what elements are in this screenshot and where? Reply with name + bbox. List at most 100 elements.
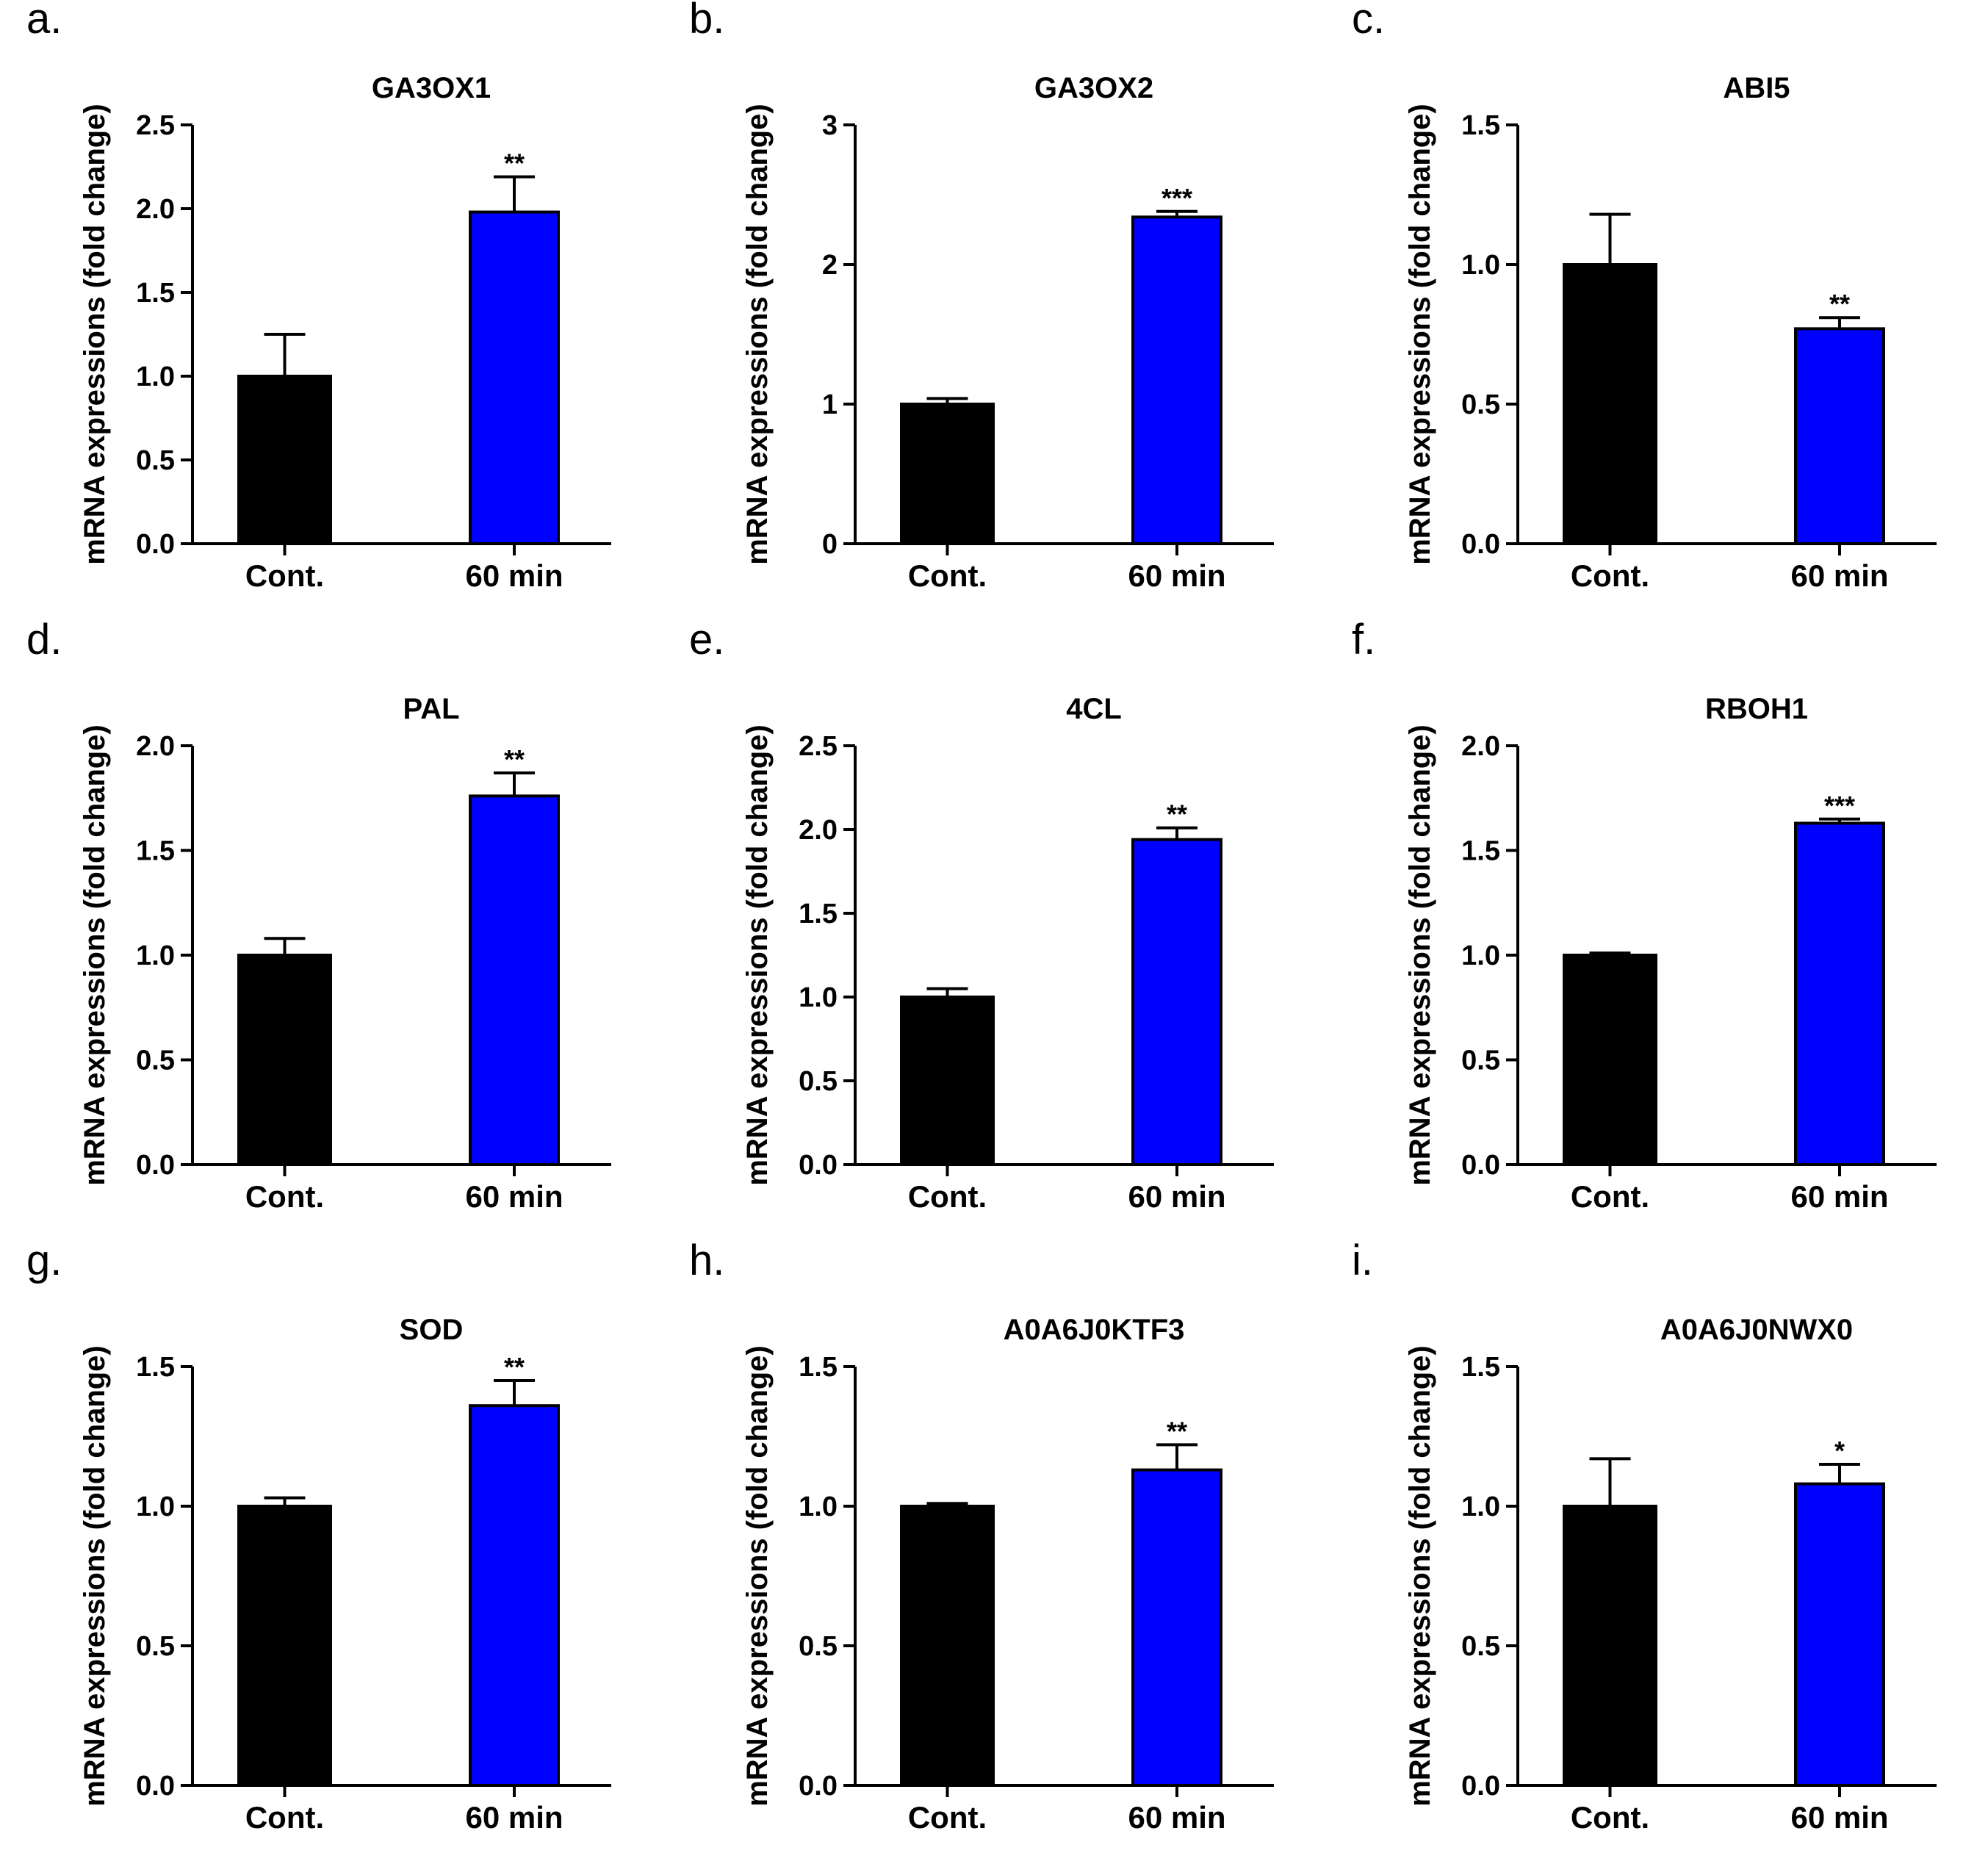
bar-control [900,996,995,1166]
y-tick-label: 0.0 [136,1150,175,1181]
bar-chart: 4CL mRNA expressions (fold change) 0.0 0.5 1… [741,693,1274,1214]
x-category-label: 60 min [465,558,563,593]
bar-control [237,954,332,1166]
y-axis-label: mRNA expressions (fold change) [79,1345,111,1807]
panel-letter: f. [1352,616,1376,663]
y-tick-label: 3 [822,110,838,141]
y-axis-label: mRNA expressions (fold change) [1404,1345,1436,1807]
y-axis-label: mRNA expressions (fold change) [1404,104,1436,565]
y-tick-label: 0.0 [136,529,175,560]
chart-panel: h. A0A6J0KTF3 mRNA expressions (fold chang… [663,1237,1325,1863]
bar-chart: GA3OX1 mRNA expressions (fold change) 0.0 0… [79,72,611,593]
significance-marker: *** [1162,183,1192,213]
chart-title: PAL [403,693,459,725]
x-category-label: Cont. [1571,1800,1649,1835]
bar-chart: A0A6J0KTF3 mRNA expressions (fold change)… [741,1314,1274,1835]
y-axis-label: mRNA expressions (fold change) [741,104,774,565]
chart-title: RBOH1 [1705,693,1808,725]
bar-control [900,403,995,545]
y-tick-label: 0.5 [136,445,175,476]
panel-letter: h. [689,1237,725,1284]
chart-title: 4CL [1066,693,1122,725]
chart-title: SOD [400,1314,464,1346]
chart-panel: g. SOD mRNA expressions (fold change) 0.0 0.… [0,1237,663,1863]
bar-control [237,1505,332,1787]
x-category-label: Cont. [245,558,324,593]
x-category-label: Cont. [245,1800,324,1835]
x-category-label: Cont. [1571,558,1649,593]
bar-control [237,375,332,545]
x-category-label: 60 min [465,1179,563,1214]
y-tick-label: 2 [822,250,838,281]
significance-marker: ** [1167,1416,1187,1446]
chart-title: A0A6J0NWX0 [1660,1314,1853,1346]
chart-panel: c. ABI5 mRNA expressions (fold change) 0.0 0… [1325,0,1988,621]
x-category-label: 60 min [1790,558,1888,593]
bar-control [1563,263,1657,545]
bar-60min [1794,327,1885,545]
significance-marker: ** [504,1352,525,1382]
y-tick-label: 1.5 [1461,110,1500,141]
y-tick-label: 0.5 [799,1066,838,1097]
bar-60min [1794,1482,1885,1787]
y-tick-label: 0.0 [136,1771,175,1802]
y-tick-label: 1 [822,389,838,420]
bar-60min [469,1404,560,1787]
x-category-label: 60 min [1790,1179,1888,1214]
significance-marker: ** [504,744,525,774]
y-tick-label: 0.5 [799,1631,838,1662]
y-tick-label: 1.5 [136,836,175,867]
y-tick-label: 1.5 [136,1352,175,1383]
panel-letter: e. [689,616,725,663]
y-axis-label: mRNA expressions (fold change) [741,724,774,1186]
bar-chart: PAL mRNA expressions (fold change) 0.0 0.5 1… [79,693,611,1214]
x-category-label: 60 min [1790,1800,1888,1835]
y-tick-label: 0.0 [799,1771,838,1802]
panel-letter: b. [689,0,725,43]
y-tick-label: 0.0 [799,1150,838,1181]
y-tick-label: 0.5 [1461,389,1500,420]
panel-letter: d. [26,616,62,663]
y-axis-label: mRNA expressions (fold change) [1404,724,1436,1186]
y-tick-label: 0.0 [1461,1150,1500,1181]
y-tick-label: 1.0 [136,361,175,392]
y-tick-label: 2.0 [136,194,175,225]
bar-60min [1131,215,1222,545]
y-tick-label: 2.0 [136,731,175,762]
chart-panel: a. GA3OX1 mRNA expressions (fold change) 0.… [0,0,663,621]
y-tick-label: 0.5 [1461,1046,1500,1076]
y-axis-label: mRNA expressions (fold change) [741,1345,774,1807]
y-tick-label: 0.5 [136,1046,175,1076]
x-category-label: Cont. [908,1800,987,1835]
y-tick-label: 1.5 [136,278,175,309]
significance-marker: *** [1824,791,1855,821]
y-tick-label: 0 [822,529,838,560]
bar-60min [469,210,560,545]
x-category-label: Cont. [245,1179,324,1214]
x-category-label: Cont. [908,1179,987,1214]
bar-60min [1794,821,1885,1166]
y-tick-label: 1.0 [136,940,175,971]
chart-panel: e. 4CL mRNA expressions (fold change) 0.0 0.… [663,616,1325,1242]
y-tick-label: 1.0 [136,1491,175,1522]
y-tick-label: 2.0 [799,815,838,846]
bar-60min [1131,1468,1222,1787]
bar-chart: SOD mRNA expressions (fold change) 0.0 0.5 1… [79,1314,611,1835]
y-tick-label: 0.5 [136,1631,175,1662]
panel-letter: g. [26,1237,62,1284]
x-category-label: 60 min [1128,558,1225,593]
y-tick-label: 1.0 [799,982,838,1013]
significance-marker: * [1834,1436,1845,1466]
y-tick-label: 1.5 [1461,1352,1500,1383]
y-tick-label: 2.5 [799,731,838,762]
y-tick-label: 0.0 [1461,1771,1500,1802]
chart-panel: i. A0A6J0NWX0 mRNA expressions (fold chang… [1325,1237,1988,1863]
bar-60min [469,794,560,1166]
chart-title: GA3OX2 [1034,72,1153,104]
bar-chart: GA3OX2 mRNA expressions (fold change) 0 1 2 3… [741,72,1274,593]
y-tick-label: 1.5 [1461,836,1500,867]
x-category-label: 60 min [465,1800,563,1835]
x-category-label: 60 min [1128,1800,1225,1835]
bar-chart: A0A6J0NWX0 mRNA expressions (fold change)… [1404,1314,1937,1835]
